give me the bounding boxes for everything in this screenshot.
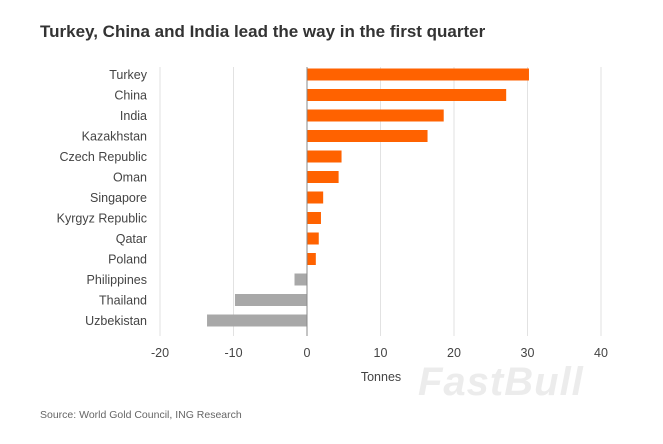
x-axis-label: Tonnes [361, 370, 401, 384]
x-tick-label: 40 [594, 346, 608, 360]
category-labels: Turkey China India Kazakhstan Czech Republic… [57, 68, 148, 328]
x-tick-label: 30 [521, 346, 535, 360]
bar-czech-republic [307, 150, 342, 163]
watermark-logo: FastBull [418, 360, 584, 404]
x-tick-label: -10 [224, 346, 242, 360]
bar-qatar [307, 232, 319, 245]
category-label: Poland [108, 253, 147, 267]
bar-turkey [307, 68, 529, 81]
bar-india [307, 109, 444, 122]
bar-uzbekistan [207, 314, 307, 327]
category-label: Singapore [90, 191, 147, 205]
x-tick-labels: -20 -10 0 10 20 30 40 [151, 346, 608, 360]
category-label: Kyrgyz Republic [57, 212, 147, 226]
category-label: Uzbekistan [85, 314, 147, 328]
bars [207, 68, 529, 327]
bar-poland [307, 253, 316, 265]
bar-kyrgyz-republic [307, 212, 321, 224]
category-label: Qatar [116, 232, 147, 246]
category-label: Turkey [109, 68, 147, 82]
grid-lines [159, 67, 602, 336]
x-tick-label: 0 [304, 346, 311, 360]
bar-china [307, 89, 507, 101]
category-label: Philippines [87, 273, 147, 287]
category-label: India [120, 109, 147, 123]
category-label: Kazakhstan [82, 130, 147, 144]
category-label: Oman [113, 171, 147, 185]
bar-thailand [234, 294, 307, 306]
bar-philippines [294, 273, 307, 286]
x-tick-label: 10 [374, 346, 388, 360]
bar-singapore [307, 191, 324, 204]
category-label: Czech Republic [59, 150, 147, 164]
bar-kazakhstan [307, 130, 428, 142]
source-note: Source: World Gold Council, ING Research [40, 409, 242, 421]
category-label: China [114, 89, 147, 103]
chart-title: Turkey, China and India lead the way in … [40, 22, 486, 41]
x-tick-label: 20 [447, 346, 461, 360]
bar-oman [307, 171, 339, 183]
category-label: Thailand [99, 294, 147, 308]
x-tick-label: -20 [151, 346, 169, 360]
